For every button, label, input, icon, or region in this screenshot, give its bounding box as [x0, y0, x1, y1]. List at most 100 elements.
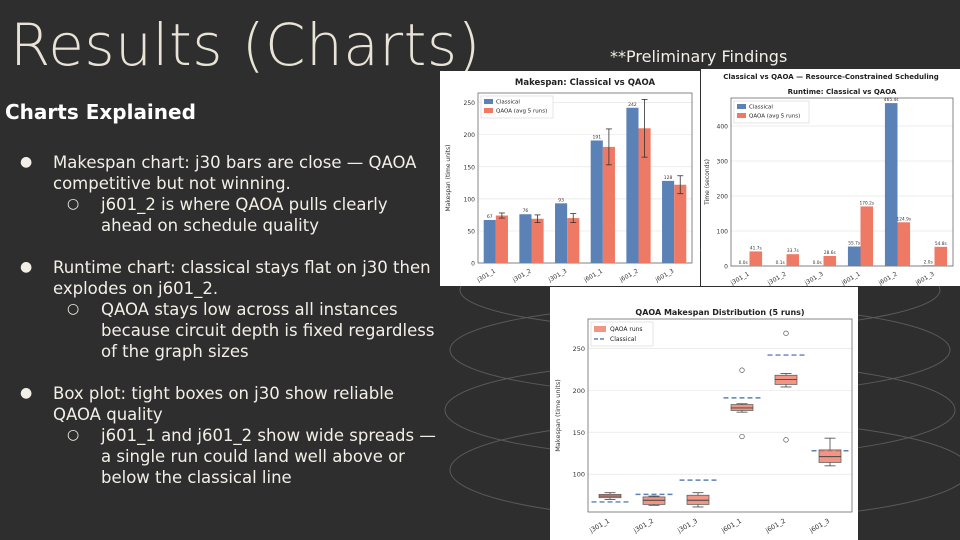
x-tick-label: j601_3	[807, 517, 831, 535]
boxplot-chart: QAOA Makespan Distribution (5 runs) 100 15…	[554, 308, 853, 535]
bullet-dot-icon: ●	[20, 259, 33, 275]
x-tick-label: j301_3	[803, 271, 825, 286]
x-tick-label: j601_2	[618, 268, 640, 285]
classical-bar	[590, 140, 603, 263]
y-axis-label: Makespan (time units)	[445, 144, 452, 211]
sub-bullet-text: j601_1 and j601_2 show wide spreads — a …	[101, 426, 436, 487]
classical-bar	[483, 220, 496, 263]
x-tick-label: j601_2	[877, 271, 899, 286]
y-tick-label: 0	[471, 261, 475, 268]
x-tick-label: j601_1	[840, 271, 862, 286]
x-tick-label: j601_2	[763, 517, 787, 535]
sub-bullet: ○ QAOA stays low across all instances be…	[20, 299, 440, 362]
y-tick-label: 200	[573, 387, 585, 395]
y-tick-label: 400	[717, 124, 729, 131]
data-label: 76	[523, 208, 529, 214]
chart-suptitle: Classical vs QAOA — Resource-Constrained…	[723, 73, 939, 81]
qaoa-bar	[531, 218, 544, 263]
data-label: 28.6s	[824, 250, 837, 256]
data-label: 242	[628, 102, 637, 108]
sub-bullet-text: QAOA stays low across all instances beca…	[101, 300, 435, 361]
x-tick-label: j301_1	[729, 271, 751, 286]
makespan-chart: Makespan: Classical vs QAOA 0 50 100 150 200 2…	[445, 78, 693, 285]
data-label: 465.4s	[884, 97, 899, 103]
qaoa-bar	[749, 251, 763, 266]
data-label: 41.7s	[750, 245, 763, 251]
x-tick-label: j301_2	[631, 517, 655, 535]
legend-label: Classical	[496, 100, 520, 106]
legend-label: Classical	[749, 105, 773, 111]
legend-swatch-classical	[484, 99, 493, 104]
y-tick-label: 100	[464, 196, 476, 203]
data-label: 54.8s	[935, 241, 948, 247]
x-tick-label: j301_3	[675, 517, 699, 535]
y-axis-label: Makespan (time units)	[554, 379, 562, 452]
legend-swatch-qaoa	[484, 108, 493, 113]
qaoa-bar	[602, 146, 615, 263]
qaoa-bar	[860, 206, 874, 266]
runtime-chart-panel: Classical vs QAOA — Resource-Constrained…	[701, 69, 960, 286]
x-tick-label: j601_1	[719, 517, 743, 535]
sub-bullet-ring-icon: ○	[67, 196, 80, 212]
qaoa-bar	[495, 215, 508, 263]
y-tick-label: 300	[717, 159, 729, 166]
classical-bar	[921, 265, 935, 266]
bullet-dot-icon: ●	[20, 154, 33, 170]
makespan-chart-panel: Makespan: Classical vs QAOA 0 50 100 150 200 2…	[440, 71, 700, 286]
boxplot-chart-panel: QAOA Makespan Distribution (5 runs) 100 15…	[550, 287, 858, 540]
classical-bar	[519, 214, 532, 263]
legend-swatch-qaoa	[594, 326, 606, 332]
legend-label: QAOA runs	[610, 326, 643, 333]
outlier-point	[783, 330, 789, 336]
y-tick-label: 250	[464, 100, 476, 107]
classical-bar	[884, 103, 898, 266]
qaoa-bar	[674, 184, 687, 263]
classical-bar	[847, 246, 861, 266]
x-tick-label: j601_1	[582, 268, 604, 285]
data-label: 0.1s	[776, 260, 786, 266]
data-label: 2.0s	[924, 259, 934, 265]
y-tick-label: 0	[724, 264, 728, 271]
data-label: 0.0s	[813, 260, 823, 266]
legend-label: QAOA (avg 5 runs)	[749, 114, 800, 120]
y-tick-label: 200	[717, 194, 729, 201]
preliminary-findings-label: **Preliminary Findings	[610, 47, 788, 66]
chart-title: Runtime: Classical vs QAOA	[788, 88, 897, 96]
classical-bar	[662, 180, 675, 263]
y-tick-label: 50	[467, 228, 475, 235]
data-label: 33.7s	[787, 248, 800, 254]
y-axis-label: Time (seconds)	[704, 159, 711, 206]
outlier-point	[783, 437, 789, 443]
plot-frame	[587, 318, 853, 513]
legend-label: Classical	[610, 336, 636, 343]
bullet-boxplot: ● Box plot: tight boxes on j30 show reli…	[20, 383, 440, 488]
data-label: 124.9s	[897, 216, 912, 222]
data-label: 191	[592, 134, 601, 140]
y-tick-label: 200	[464, 132, 476, 139]
legend-swatch-classical	[737, 104, 746, 109]
qaoa-bar	[786, 254, 800, 266]
qaoa-bar	[934, 246, 948, 266]
legend-swatch-qaoa	[737, 113, 746, 118]
plot-frame	[730, 97, 954, 267]
qaoa-bar	[638, 128, 651, 263]
slide-title: Results (Charts)	[10, 11, 481, 79]
x-tick-label: j301_3	[547, 268, 569, 285]
sub-bullet: ○ j601_2 is where QAOA pulls clearly ahe…	[20, 194, 440, 236]
outlier-point	[739, 367, 745, 373]
legend-label: QAOA (avg 5 runs)	[496, 109, 547, 115]
classical-bar	[555, 203, 568, 263]
data-label: 170.2s	[860, 200, 875, 206]
sub-bullet-ring-icon: ○	[67, 301, 80, 317]
qaoa-bar	[567, 218, 580, 263]
bullet-dot-icon: ●	[20, 385, 33, 401]
x-tick-label: j301_2	[511, 268, 533, 285]
bullet-text: Makespan chart: j30 bars are close — QAO…	[53, 153, 417, 193]
data-label: 67	[487, 214, 493, 220]
x-tick-label: j601_3	[654, 268, 676, 285]
data-label: 93	[558, 197, 564, 203]
chart-title: QAOA Makespan Distribution (5 runs)	[635, 308, 804, 317]
sub-bullet-ring-icon: ○	[67, 427, 80, 443]
sub-bullet: ○ j601_1 and j601_2 show wide spreads — …	[20, 425, 440, 488]
legend-box	[733, 100, 810, 124]
